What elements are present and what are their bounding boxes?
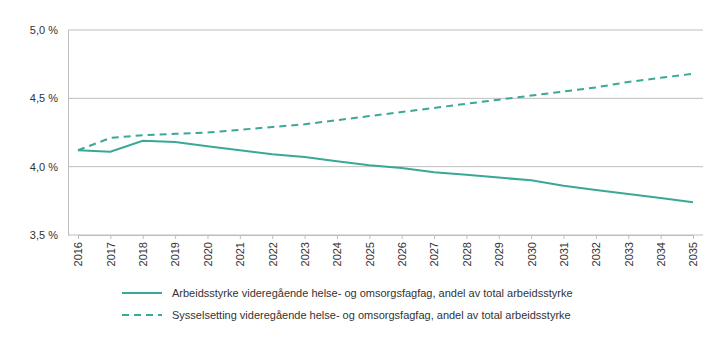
legend: Arbeidsstyrke videregående helse- og oms… [122,287,573,321]
x-tick: 2021 [234,235,246,266]
x-axis: 2016 2017 2018 2019 2020 2021 2022 2023 2024 2025… [72,235,699,266]
x-axis-line [79,236,694,240]
grid-line [68,30,703,31]
x-tick-mark [402,235,403,239]
x-tick: 2023 [299,235,311,266]
x-tick-label: 2019 [169,242,181,266]
legend-label: Sysselsetting videregående helse- og oms… [172,309,571,321]
x-tick-mark [175,235,176,239]
grid-line [68,98,703,99]
y-tick: 4,5 % [30,92,68,104]
x-tick-mark [78,235,79,239]
legend-swatch [122,314,162,316]
legend-swatch [122,292,162,294]
x-tick-mark [434,235,435,239]
x-tick-label: 2018 [137,242,149,266]
y-tick: 4,0 % [30,161,68,173]
y-axis: 3,5 % 4,0 % 4,5 % 5,0 % [30,24,69,241]
x-tick-label: 2031 [558,242,570,266]
x-tick-mark [369,235,370,239]
x-tick-mark [466,235,467,239]
x-tick-label: 2021 [234,242,246,266]
y-tick: 5,0 % [30,24,68,36]
x-tick-mark [143,235,144,239]
x-tick-mark [305,235,306,239]
x-tick: 2030 [526,235,538,266]
series-line [78,74,693,151]
x-tick-mark [207,235,208,239]
x-tick-mark [661,235,662,239]
x-tick-mark [499,235,500,239]
chart: 3,5 % 4,0 % 4,5 % 5,0 % 2016 2017 2018 2019 2020… [0,0,719,341]
x-tick-label: 2034 [655,242,667,266]
x-tick-label: 2020 [202,242,214,266]
x-tick-label: 2022 [267,242,279,266]
x-tick-label: 2028 [461,242,473,266]
x-tick-mark [240,235,241,239]
y-tick-label: 3,5 % [30,229,58,241]
legend-item: Sysselsetting videregående helse- og oms… [122,309,571,321]
x-tick-mark [272,235,273,239]
x-tick: 2024 [331,235,343,266]
x-tick-label: 2029 [493,242,505,266]
x-tick: 2026 [396,235,408,266]
y-tick-label: 5,0 % [30,24,58,36]
x-tick: 2020 [202,235,214,266]
x-tick-label: 2030 [526,242,538,266]
y-tick: 3,5 % [30,229,68,241]
x-tick-label: 2027 [428,242,440,266]
legend-label: Arbeidsstyrke videregående helse- og oms… [172,287,573,299]
x-tick: 2031 [558,235,570,266]
x-tick-mark [596,235,597,239]
y-axis-line [68,31,69,236]
x-tick-label: 2016 [72,242,84,266]
x-tick-mark [693,235,694,239]
x-tick: 2035 [687,235,699,266]
x-tick-mark [564,235,565,239]
x-tick-mark [628,235,629,239]
x-tick: 2022 [267,235,279,266]
x-tick-mark [337,235,338,239]
x-tick: 2028 [461,235,473,266]
x-tick: 2033 [623,235,635,266]
x-tick: 2029 [493,235,505,266]
x-tick-mark [531,235,532,239]
x-tick: 2019 [169,235,181,266]
series-line [78,141,693,203]
x-tick: 2027 [428,235,440,266]
y-tick-label: 4,0 % [30,161,58,173]
x-tick: 2018 [137,235,149,266]
x-tick-label: 2024 [331,242,343,266]
x-tick-label: 2023 [299,242,311,266]
x-tick: 2032 [590,235,602,266]
x-tick: 2025 [364,235,376,266]
lines [78,74,693,202]
x-tick-label: 2033 [623,242,635,266]
y-tick-label: 4,5 % [30,92,58,104]
x-tick-label: 2025 [364,242,376,266]
x-tick: 2017 [105,235,117,266]
x-tick-label: 2032 [590,242,602,266]
x-tick: 2034 [655,235,667,266]
x-tick-label: 2017 [105,242,117,266]
plot: 3,5 % 4,0 % 4,5 % 5,0 % 2016 2017 2018 2019 2020… [30,24,703,266]
legend-item: Arbeidsstyrke videregående helse- og oms… [122,287,573,299]
x-tick-label: 2035 [687,242,699,266]
grid [68,30,703,235]
x-tick-label: 2026 [396,242,408,266]
x-tick: 2016 [72,235,84,266]
x-tick-mark [110,235,111,239]
